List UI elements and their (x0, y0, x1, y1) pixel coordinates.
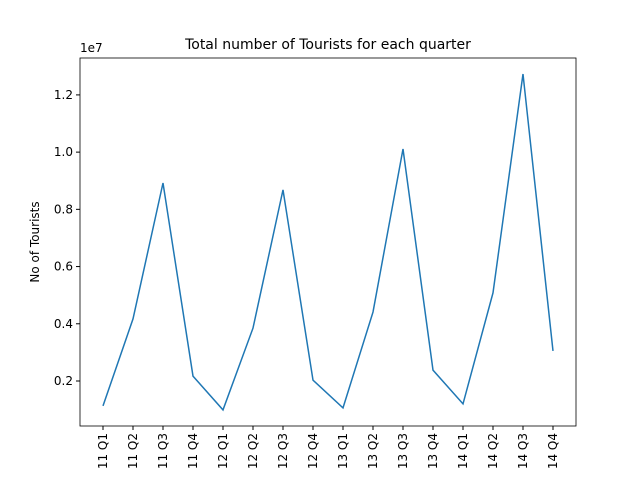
y-tick-label: 0.4 (54, 317, 73, 331)
x-tick-label: 11 Q3 (156, 433, 170, 469)
chart-title: Total number of Tourists for each quarte… (184, 37, 471, 53)
x-tick-label: 14 Q2 (486, 433, 500, 469)
x-tick-label: 11 Q1 (96, 433, 110, 469)
y-offset-label: 1e7 (80, 41, 103, 55)
y-tick-label: 1.0 (54, 145, 73, 159)
line-series (102, 73, 554, 412)
x-tick-label: 11 Q4 (186, 433, 200, 469)
x-tick-label: 11 Q2 (126, 433, 140, 469)
x-tick-label: 14 Q4 (546, 433, 560, 469)
x-tick-label: 12 Q3 (276, 433, 290, 469)
x-tick-label: 13 Q4 (426, 433, 440, 469)
y-tick-label: 0.6 (54, 260, 73, 274)
x-tick-label: 12 Q2 (246, 433, 260, 469)
y-tick-label: 0.2 (54, 374, 73, 388)
x-tick-label: 14 Q3 (516, 433, 530, 469)
x-tick-label: 13 Q3 (396, 433, 410, 469)
y-tick-label: 1.2 (54, 88, 73, 102)
plot-frame (79, 57, 577, 427)
x-tick-label: 13 Q2 (366, 433, 380, 469)
x-tick-label: 13 Q1 (336, 433, 350, 469)
x-tick-label: 12 Q4 (306, 433, 320, 469)
x-tick-label: 14 Q1 (456, 433, 470, 469)
y-tick-label: 0.8 (54, 202, 73, 216)
x-tick-label: 12 Q1 (216, 433, 230, 469)
y-axis-label: No of Tourists (28, 201, 42, 282)
